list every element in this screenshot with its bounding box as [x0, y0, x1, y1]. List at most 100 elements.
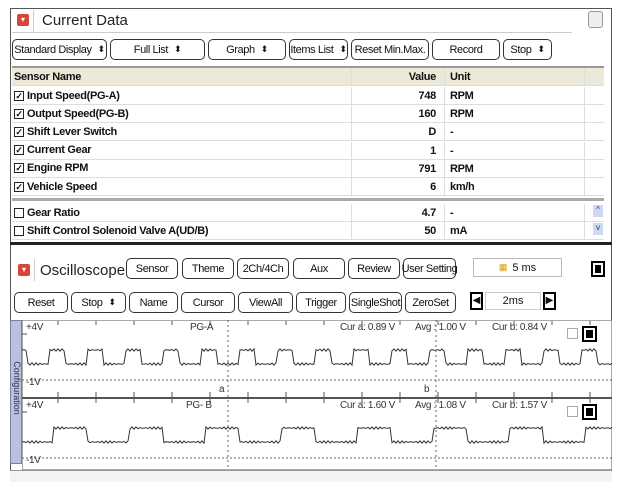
table-row[interactable]: Shift Control Solenoid Valve A(UD/B) 50 mA [12, 222, 604, 240]
timebase-display[interactable]: ▦ 5 ms [473, 258, 562, 277]
cursor-a-value: Cur a: 1.60 V [340, 400, 396, 411]
table-row[interactable]: Gear Ratio 4.7- [12, 204, 604, 222]
trigger-button[interactable]: Trigger [296, 292, 346, 313]
label: Stop [510, 43, 532, 56]
row-checkbox[interactable]: ✓ [14, 108, 24, 119]
sensor-unit: RPM [445, 159, 585, 177]
sensor-unit: - [445, 123, 585, 141]
sensor-label: Shift Lever Switch [27, 125, 117, 138]
label: SingleShot [350, 296, 401, 309]
channel-color-button[interactable] [582, 404, 597, 420]
aux-button[interactable]: Aux [293, 258, 345, 279]
items-list-select[interactable]: Items List ⬍ [289, 39, 348, 60]
label: Review [357, 262, 391, 275]
label: Full List [133, 43, 169, 56]
horizontal-scrollbar[interactable] [10, 470, 612, 482]
label: Stop [81, 296, 103, 309]
full-list-select[interactable]: Full List ⬍ [110, 39, 205, 60]
sensor-value: 791 [352, 159, 445, 177]
table-row[interactable]: ✓ Vehicle Speed 6 km/h [12, 178, 604, 196]
updown-icon: ⬍ [108, 297, 116, 307]
row-checkbox[interactable]: ✓ [14, 145, 24, 156]
reset-button[interactable]: Reset [14, 292, 68, 313]
table-row[interactable]: ✓ Input Speed(PG-A) 748 RPM [12, 87, 604, 105]
label: Theme [191, 262, 225, 275]
channel-name[interactable]: PG-A [190, 322, 214, 333]
column-value[interactable]: Value [352, 68, 445, 85]
row-checkbox[interactable]: ✓ [14, 163, 24, 174]
sensor-label: Shift Control Solenoid Valve A(UD/B) [27, 224, 209, 237]
row-checkbox[interactable]: ✓ [14, 90, 24, 101]
sensor-unit: - [445, 204, 585, 221]
graph-select[interactable]: Graph ⬍ [208, 39, 286, 60]
cursor-button[interactable]: Cursor [181, 292, 235, 313]
single-shot-button[interactable]: SingleShot [349, 292, 402, 313]
reset-min-max-button[interactable]: Reset Min.Max. [351, 39, 429, 60]
scroll-up-icon[interactable]: ^ [593, 205, 603, 217]
channel-checkbox[interactable] [567, 328, 578, 339]
average-value: Avg : 1.08 V [415, 400, 466, 411]
theme-button[interactable]: Theme [182, 258, 234, 279]
stop-square-button[interactable] [591, 261, 605, 277]
table-row[interactable]: ✓ Current Gear 1- [12, 141, 604, 160]
label: Reset [27, 296, 55, 309]
label: 2Ch/4Ch [242, 262, 284, 275]
updown-icon: ⬍ [174, 44, 182, 54]
scope-frame [22, 320, 612, 470]
table-row[interactable]: ✓ Engine RPM 791 RPM [12, 159, 604, 178]
label: Standard Display [14, 43, 92, 56]
label: Cursor [192, 296, 224, 309]
zero-set-button[interactable]: ZeroSet [405, 292, 456, 313]
sensor-value: 160 [352, 105, 445, 123]
divider [34, 259, 35, 281]
scroll-down-icon[interactable]: v [593, 223, 603, 235]
maximize-button[interactable] [588, 11, 603, 28]
label: Reset Min.Max. [354, 43, 426, 56]
user-setting-button[interactable]: User Setting [402, 258, 458, 279]
row-checkbox[interactable] [14, 207, 24, 218]
name-button[interactable]: Name [129, 292, 178, 313]
updown-icon: ⬍ [97, 44, 106, 54]
stop-select[interactable]: Stop ⬍ [503, 39, 552, 60]
table-row[interactable]: ✓ Shift Lever Switch D - [12, 123, 604, 142]
timebase-value: 5 ms [512, 261, 537, 274]
channel-name[interactable]: PG- B [186, 400, 212, 411]
sensor-value: 748 [352, 87, 445, 104]
label: ViewAll [248, 296, 283, 309]
time-div-value: 2ms [485, 292, 541, 310]
sensor-value: 6 [352, 178, 445, 195]
cursor-b-marker: b [424, 384, 430, 395]
cursor-b-value: Cur b: 1.57 V [492, 400, 548, 411]
column-unit[interactable]: Unit [445, 68, 585, 85]
label: Items List [290, 43, 334, 56]
channel-color-button[interactable] [582, 326, 597, 342]
configuration-tab-label: Configuration [12, 361, 22, 415]
cursor-b-value: Cur b: 0.84 V [492, 322, 548, 333]
review-button[interactable]: Review [348, 258, 400, 279]
sensor-name: ✓ Output Speed(PG-B) [12, 105, 352, 123]
table-header: Sensor Name Value Unit [12, 66, 604, 86]
column-sensor-name[interactable]: Sensor Name [12, 68, 352, 85]
stop-select[interactable]: Stop ⬍ [71, 292, 126, 313]
table-row[interactable]: ✓ Output Speed(PG-B) 160 RPM [12, 105, 604, 124]
row-checkbox[interactable]: ✓ [14, 181, 24, 192]
2ch-4ch-button[interactable]: 2Ch/4Ch [237, 258, 289, 279]
cursor-a-marker: a [219, 384, 225, 395]
scale-top-label: +4V [26, 322, 44, 333]
view-all-button[interactable]: ViewAll [238, 292, 293, 313]
sensor-label: Output Speed(PG-B) [27, 107, 129, 120]
scope-display[interactable] [22, 320, 612, 470]
sensor-button[interactable]: Sensor [126, 258, 178, 279]
row-checkbox[interactable] [14, 225, 24, 236]
time-increase-button[interactable]: ▶ [543, 292, 556, 310]
time-decrease-button[interactable]: ◀ [470, 292, 483, 310]
collapse-icon[interactable]: ▾ [17, 14, 29, 26]
sensor-unit: RPM [445, 87, 585, 104]
collapse-icon[interactable]: ▾ [18, 264, 30, 276]
record-button[interactable]: Record [432, 39, 500, 60]
row-checkbox[interactable]: ✓ [14, 126, 24, 137]
standard-display-select[interactable]: Standard Display ⬍ [12, 39, 107, 60]
channel-checkbox[interactable] [567, 406, 578, 417]
splitter[interactable] [10, 242, 612, 245]
configuration-tab[interactable]: Configuration [10, 320, 22, 464]
